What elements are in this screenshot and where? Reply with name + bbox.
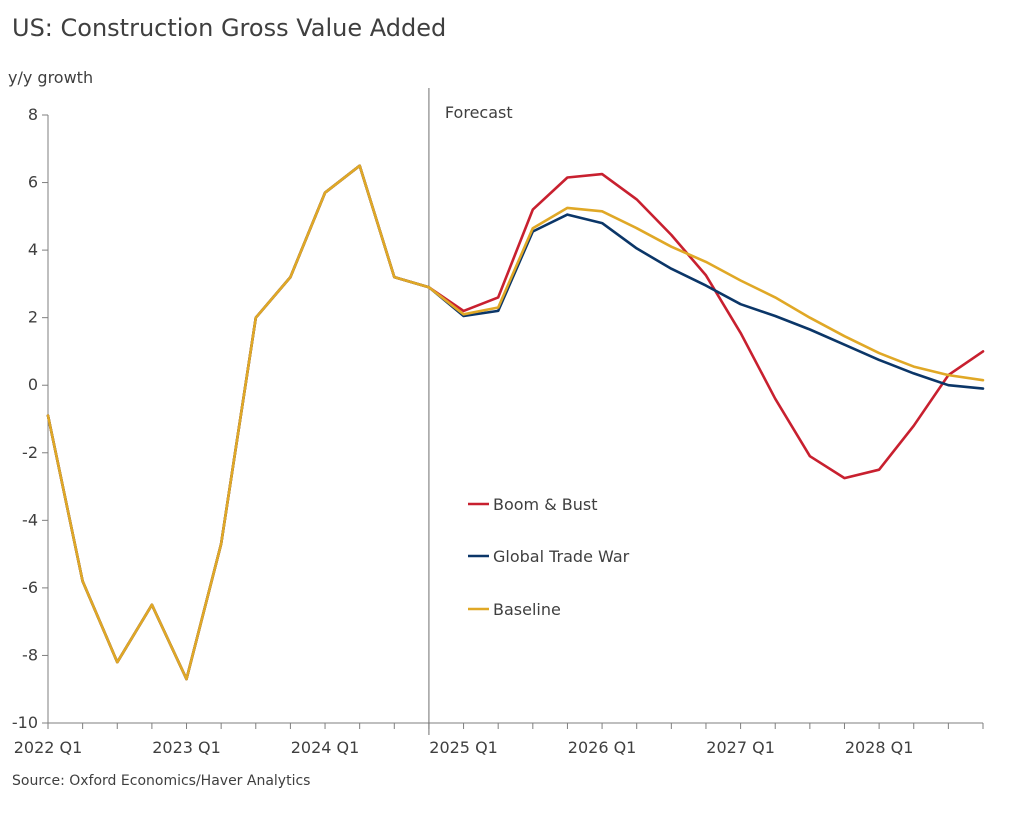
y-axis-label: y/y growth: [8, 68, 94, 87]
y-tick-label: 0: [28, 375, 38, 394]
x-tick-label: 2022 Q1: [14, 738, 83, 757]
forecast-label: Forecast: [445, 103, 513, 122]
y-tick-label: 6: [28, 173, 38, 192]
y-tick-label: 2: [28, 308, 38, 327]
y-tick-label: -10: [12, 713, 38, 732]
x-tick-label: 2028 Q1: [845, 738, 914, 757]
y-tick-label: -8: [22, 645, 38, 664]
legend-label: Boom & Bust: [493, 495, 598, 514]
x-tick-label: 2026 Q1: [568, 738, 637, 757]
legend: Boom & Bust Global Trade War Baseline: [468, 495, 630, 619]
legend-label: Baseline: [493, 600, 561, 619]
source-note: Source: Oxford Economics/Haver Analytics: [12, 773, 311, 789]
y-tick-label: -6: [22, 578, 38, 597]
y-tick-label: 8: [28, 105, 38, 124]
x-tick-label: 2023 Q1: [152, 738, 221, 757]
y-tick-label: 4: [28, 240, 38, 259]
legend-label: Global Trade War: [493, 547, 630, 566]
y-tick-label: -4: [22, 510, 38, 529]
x-tick-label: 2024 Q1: [291, 738, 360, 757]
series-line-baseline: [46, 164, 985, 681]
x-tick-label: 2027 Q1: [706, 738, 775, 757]
series-group: [46, 164, 985, 681]
chart-title: US: Construction Gross Value Added: [12, 14, 447, 42]
axes-group: 8 6 4 2 0 -2 -4 -6 -8 -10 2022 Q1 2023 Q1 2024 Q1 202…: [12, 88, 984, 757]
x-tick-label: 2025 Q1: [429, 738, 498, 757]
y-tick-label: -2: [22, 443, 38, 462]
